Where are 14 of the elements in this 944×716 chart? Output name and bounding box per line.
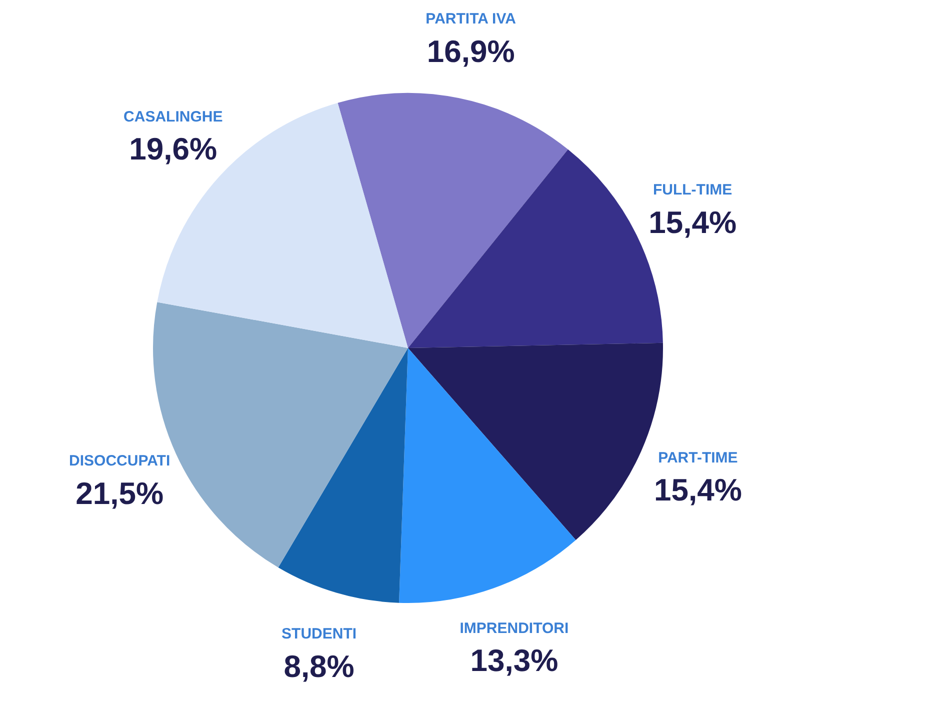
data-label: 19,6% <box>129 132 218 167</box>
data-label: 15,4% <box>648 204 737 240</box>
slice-label: FULL-TIME <box>652 181 732 198</box>
data-label: 13,3% <box>470 643 558 678</box>
slice-label: STUDENTI <box>282 625 357 642</box>
slice-label: PARTITA IVA <box>426 10 516 28</box>
data-label: 21,5% <box>76 476 164 512</box>
data-label: 16,9% <box>426 34 515 69</box>
slice-label: DISOCCUPATI <box>69 452 170 470</box>
slice-label: PART-TIME <box>658 449 738 466</box>
data-label: 15,4% <box>654 472 742 508</box>
slice-label: IMPRENDITORI <box>460 620 569 637</box>
data-label: 8,8% <box>284 648 354 684</box>
slice-label: CASALINGHE <box>124 108 223 126</box>
